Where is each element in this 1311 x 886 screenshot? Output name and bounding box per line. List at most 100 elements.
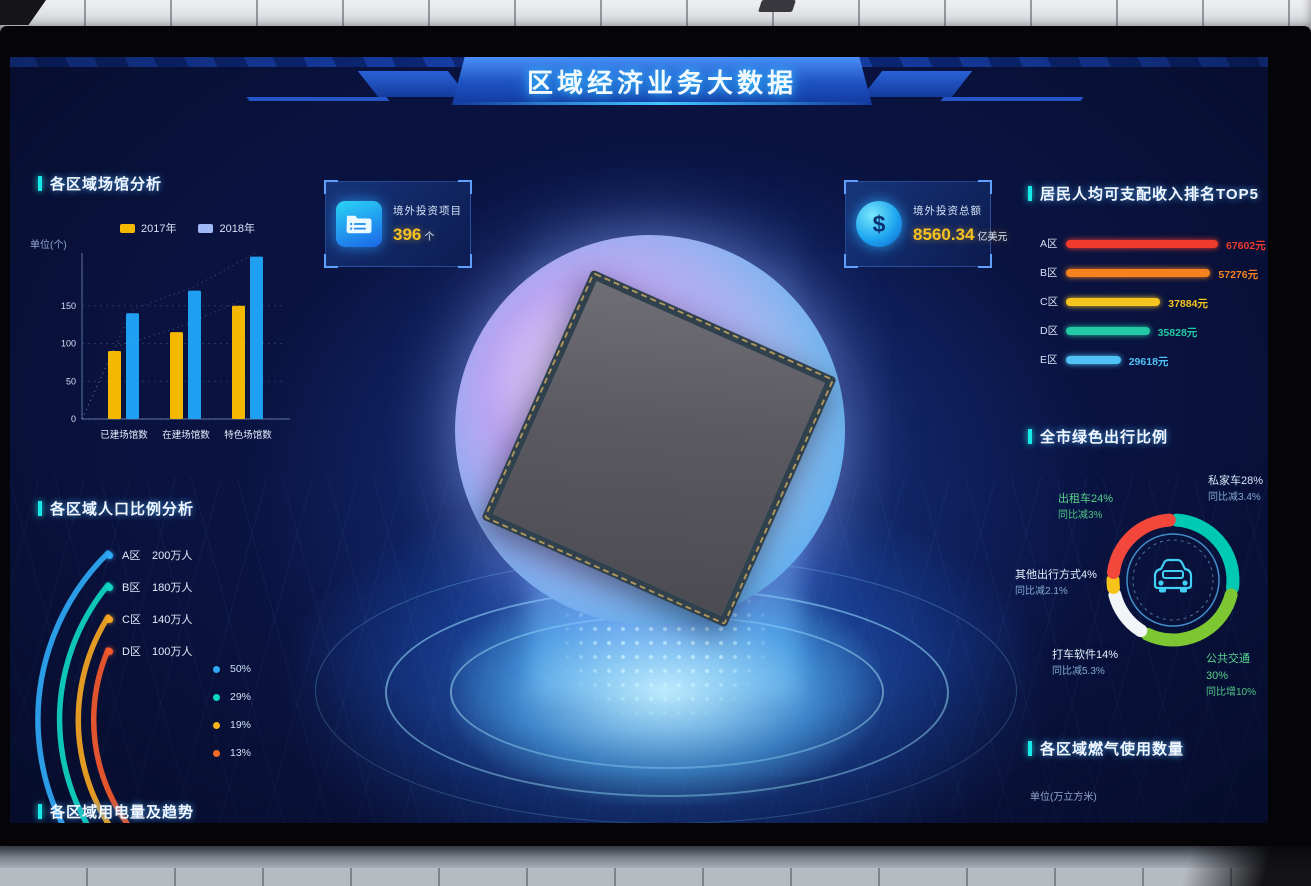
population-region: D区: [122, 646, 141, 658]
travel-segment-name: 出租车24%: [1058, 493, 1114, 505]
travel-segment-yoy: 同比减3%: [1058, 510, 1103, 522]
population-dot: [106, 615, 113, 623]
population-region: A区: [122, 550, 141, 562]
income-bar-row: C区 37884元: [1040, 287, 1268, 316]
amount-unit: 亿美元: [977, 232, 1008, 243]
income-bar-track: 29618元: [1066, 355, 1218, 368]
legend-swatch: [198, 223, 214, 233]
income-bar-row: A区 67602元: [1040, 229, 1268, 258]
title-accent-bar: [1028, 186, 1032, 201]
gas-panel-title: 各区域燃气使用数量: [1028, 738, 1184, 759]
venue-chart-legend: 2017年 2018年: [120, 220, 255, 236]
income-value: 37884元: [1168, 297, 1208, 310]
banner-line-right: [940, 97, 1084, 101]
income-region-label: C区: [1040, 296, 1059, 308]
income-bar: [1066, 297, 1161, 306]
title-accent-bar: [1028, 429, 1032, 444]
population-label-list: A区 200万人 B区 180万人 C区 140万人 D区 100万人: [106, 539, 192, 667]
amount-number: 8560.34: [913, 225, 975, 244]
projects-card-label: 境外投资项目: [393, 205, 462, 217]
svg-text:100: 100: [61, 339, 76, 349]
travel-segment-name: 其他出行方式4%: [1015, 569, 1097, 581]
population-legend-dot: [213, 721, 220, 729]
bottom-right-shadow: [1161, 840, 1311, 886]
travel-segment-name: 打车软件14%: [1052, 649, 1119, 661]
title-accent-bar: [38, 176, 42, 191]
income-bar-track: 35828元: [1066, 326, 1218, 339]
wall-bottom-tiles: [0, 868, 1311, 886]
travel-segment-name: 公共交通30%: [1206, 653, 1250, 683]
banner-wing-left: [357, 71, 469, 97]
legend-label: 2018年: [219, 223, 255, 235]
population-value: 100万人: [152, 646, 193, 658]
population-legend-label: 29%: [230, 691, 252, 703]
legend-swatch: [120, 223, 135, 233]
travel-segment-yoy: 同比减3.4%: [1208, 492, 1261, 504]
income-bar-row: B区 57276元: [1040, 258, 1268, 287]
legend-label: 2017年: [141, 223, 177, 235]
income-region-label: D区: [1040, 325, 1059, 337]
svg-text:150: 150: [61, 301, 76, 311]
svg-text:50: 50: [66, 376, 76, 386]
population-legend-row: 19%: [213, 711, 251, 739]
population-dot: [106, 647, 113, 655]
banner-line-left: [246, 97, 390, 101]
population-row: C区 140万人: [106, 603, 192, 635]
folder-icon: [336, 201, 382, 247]
banner-wing-right: [861, 71, 973, 97]
venue-bar-chart: 0 50 100 150 已建场馆数 在建场馆数 特色场馆数: [61, 252, 290, 441]
travel-segment-yoy: 同比减5.3%: [1052, 666, 1105, 678]
electricity-panel-title: 各区域用电量及趋势: [38, 801, 194, 822]
gas-panel-title-text: 各区域燃气使用数量: [1040, 741, 1185, 758]
projects-unit: 个: [424, 232, 435, 243]
income-bar-track: 57276元: [1066, 268, 1258, 281]
income-region-label: B区: [1040, 267, 1058, 279]
corner-bracket: [324, 254, 338, 268]
svg-text:特色场馆数: 特色场馆数: [224, 429, 272, 441]
income-value: 29618元: [1128, 355, 1169, 368]
population-row: D区 100万人: [106, 635, 192, 667]
corner-bracket: [844, 180, 858, 194]
venue-panel-title-text: 各区域场馆分析: [50, 176, 163, 193]
travel-donut-chart: [1106, 513, 1240, 647]
population-legend-row: 13%: [213, 739, 251, 767]
income-bar: [1066, 326, 1150, 335]
venue-panel-title: 各区域场馆分析: [38, 173, 162, 194]
population-region: C区: [122, 614, 141, 626]
population-legend-row: 29%: [213, 683, 251, 711]
banner-accent-line: [452, 102, 872, 105]
income-bar: [1066, 239, 1218, 248]
income-panel-title: 居民人均可支配收入排名TOP5: [1028, 183, 1259, 204]
wall-mark: [758, 0, 796, 12]
electricity-panel-title-text: 各区域用电量及趋势: [50, 804, 195, 821]
population-dot: [106, 551, 113, 559]
population-percentage-legend: 50% 29% 19% 13%: [213, 655, 251, 767]
travel-segment-label: 公共交通30% 同比增10%: [1206, 651, 1268, 701]
income-bar-row: E区 29618元: [1040, 345, 1268, 374]
title-accent-bar: [1028, 741, 1032, 756]
gas-unit-label: 单位(万立方米): [1030, 792, 1097, 803]
travel-segment-label: 私家车28% 同比减3.4%: [1208, 473, 1263, 506]
svg-text:在建场馆数: 在建场馆数: [162, 429, 210, 441]
travel-segment-yoy: 同比减2.1%: [1015, 586, 1068, 598]
income-value: 57276元: [1218, 268, 1259, 281]
population-legend-dot: [213, 749, 220, 757]
dashboard-title-banner: 区域经济业务大数据: [452, 57, 872, 105]
income-value: 35828元: [1157, 326, 1198, 339]
travel-segment-yoy: 同比增10%: [1206, 687, 1257, 699]
car-icon: [1153, 558, 1193, 593]
population-legend-label: 13%: [230, 747, 252, 759]
income-bar-row: D区 35828元: [1040, 316, 1268, 345]
population-legend-dot: [213, 693, 220, 701]
population-row: A区 200万人: [106, 539, 192, 571]
population-legend-dot: [213, 665, 220, 673]
page-title: 区域经济业务大数据: [526, 67, 797, 98]
legend-item: 2018年: [198, 220, 255, 236]
projects-card-value: 396 个: [393, 225, 462, 245]
dollar-icon: $: [856, 201, 902, 247]
dashboard-screen: 区域经济业务大数据 各区域场馆分析 2017年 2018年 单位(个) 0 50 10…: [10, 57, 1268, 823]
overseas-amount-card: $ 境外投资总额 8560.34 亿美元: [844, 180, 1007, 268]
projects-count: 396: [393, 225, 422, 244]
corner-bracket: [458, 180, 472, 194]
population-legend-label: 50%: [230, 663, 252, 675]
